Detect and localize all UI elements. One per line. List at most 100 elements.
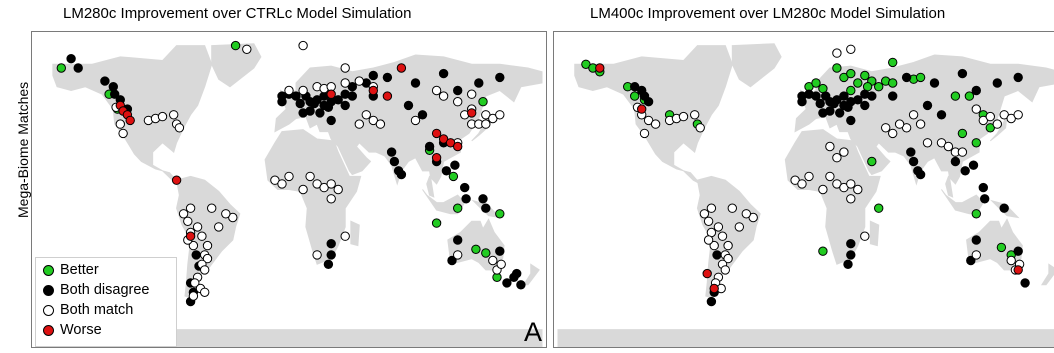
point-both-match (894, 119, 905, 129)
point-better (996, 242, 1007, 253)
point-both-match (650, 119, 661, 129)
point-better (971, 138, 981, 148)
point-both-match (178, 209, 189, 219)
point-both-disagree (326, 250, 336, 260)
point-better (832, 63, 842, 73)
point-both-disagree (992, 78, 1002, 88)
point-worse (431, 153, 442, 163)
point-worse (1013, 265, 1023, 275)
point-both-match (695, 123, 705, 133)
point-both-disagree (915, 169, 926, 180)
point-better (846, 68, 856, 79)
point-better (811, 78, 821, 88)
point-both-match (368, 115, 378, 126)
point-both-disagree (66, 54, 76, 64)
point-both-disagree (474, 78, 484, 88)
point-both-match (188, 291, 199, 301)
land-africa (784, 129, 881, 265)
point-worse (125, 115, 135, 126)
point-both-disagree (410, 78, 421, 88)
point-both-disagree (441, 166, 452, 176)
point-both-disagree (315, 108, 325, 118)
point-both-match (326, 194, 336, 204)
point-both-match (410, 115, 421, 126)
point-both-match (853, 184, 863, 195)
point-better (888, 57, 898, 68)
map-panel-a: Better Both disagree Both match Worse A (31, 31, 547, 348)
point-both-disagree (305, 106, 315, 116)
point-both-match (971, 104, 981, 114)
point-both-match (340, 78, 350, 88)
point-worse (637, 104, 647, 114)
point-both-match (431, 85, 442, 96)
land-greenland (731, 43, 782, 88)
point-both-match (713, 222, 724, 232)
point-worse (438, 134, 449, 144)
point-worse (467, 108, 477, 118)
point-both-disagree (495, 246, 505, 256)
point-both-disagree (936, 110, 947, 120)
point-both-disagree (1013, 72, 1023, 83)
point-worse (368, 85, 378, 96)
legend-label-both-match: Both match (60, 302, 134, 318)
point-both-disagree (509, 272, 519, 283)
land-africa (264, 129, 362, 265)
point-both-match (888, 128, 898, 139)
point-both-disagree (389, 156, 400, 167)
point-both-match (832, 153, 842, 163)
point-both-match (284, 85, 294, 96)
point-both-disagree (386, 147, 397, 157)
map-panel-b: B (553, 31, 1054, 348)
point-both-disagree (460, 182, 470, 193)
point-both-match (305, 171, 315, 182)
point-both-disagree (295, 98, 305, 109)
point-both-disagree (846, 115, 856, 126)
point-better (860, 70, 870, 81)
point-both-disagree (73, 63, 83, 73)
point-both-match (723, 253, 733, 264)
point-both-disagree (843, 102, 853, 113)
point-better (630, 91, 640, 101)
point-both-match (333, 184, 343, 195)
point-both-disagree (630, 82, 640, 92)
point-both-disagree (835, 108, 845, 118)
point-better (874, 82, 884, 92)
point-both-disagree (323, 102, 334, 113)
point-both-match (207, 203, 217, 213)
point-both-match (453, 97, 463, 107)
point-both-match (908, 110, 919, 120)
point-both-disagree (922, 100, 933, 111)
point-both-match (192, 222, 203, 232)
point-both-disagree (811, 91, 821, 101)
point-both-match (846, 44, 856, 54)
point-both-disagree (333, 95, 343, 105)
point-both-disagree (643, 97, 654, 107)
point-both-disagree (478, 194, 488, 204)
point-both-match (467, 89, 477, 99)
point-both-match (354, 119, 364, 129)
point-both-match (488, 255, 498, 266)
point-both-match (727, 203, 738, 213)
point-both-disagree (347, 91, 357, 101)
point-both-match (453, 250, 463, 260)
point-worse (445, 138, 456, 148)
legend-dot-worse (43, 325, 54, 336)
land-north-america (52, 45, 213, 185)
point-both-disagree (326, 115, 336, 126)
point-worse (595, 63, 605, 73)
point-worse (382, 91, 393, 101)
point-both-match (118, 128, 128, 139)
point-both-match (881, 123, 891, 133)
point-both-disagree (323, 259, 334, 270)
point-both-match (326, 179, 336, 189)
point-both-match (157, 111, 168, 122)
point-worse (702, 268, 712, 279)
point-both-disagree (368, 70, 378, 81)
land-eurasia (274, 54, 543, 198)
point-both-match (438, 91, 449, 101)
point-both-match (690, 110, 700, 120)
point-better (874, 203, 884, 213)
point-both-match (699, 209, 710, 219)
point-better (950, 91, 961, 101)
legend-label-worse: Worse (60, 322, 102, 338)
